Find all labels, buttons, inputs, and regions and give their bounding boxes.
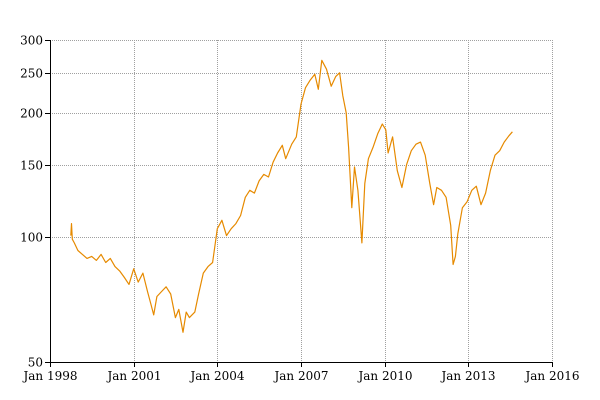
y-tick-label: 200 bbox=[20, 107, 43, 121]
series-line bbox=[70, 59, 513, 333]
x-tick-label: Jan 2016 bbox=[523, 369, 579, 383]
axes bbox=[45, 40, 553, 367]
x-tick-label: Jan 2010 bbox=[356, 369, 412, 383]
grid-lines bbox=[50, 40, 553, 362]
tick-labels: Jan 1998 Jan 2001 Jan 2004 Jan 2007 Jan 2010… bbox=[20, 34, 579, 384]
x-tick-label: Jan 2001 bbox=[105, 369, 161, 383]
x-tick-label: Jan 1998 bbox=[21, 369, 77, 383]
y-tick-label: 250 bbox=[20, 67, 43, 81]
y-tick-label: 50 bbox=[28, 356, 43, 370]
x-tick-label: Jan 2004 bbox=[188, 369, 244, 383]
y-tick-label: 150 bbox=[20, 159, 43, 173]
series-layer bbox=[70, 59, 513, 333]
x-tick-label: Jan 2013 bbox=[439, 369, 495, 383]
x-tick-label: Jan 2007 bbox=[272, 369, 328, 383]
y-tick-label: 300 bbox=[20, 34, 43, 48]
y-tick-label: 100 bbox=[20, 231, 43, 245]
